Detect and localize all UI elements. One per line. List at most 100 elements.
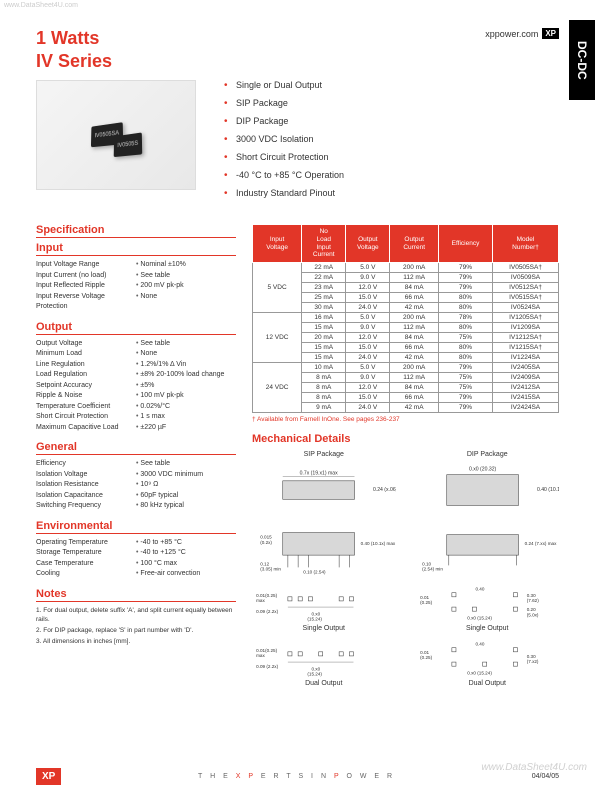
table-cell: 15.0 V	[346, 393, 390, 403]
svg-text:(15.24): (15.24)	[307, 672, 322, 677]
svg-text:(0.2x): (0.2x)	[260, 540, 272, 545]
spec-label: Switching Frequency	[36, 501, 136, 512]
spec-label: Isolation Capacitance	[36, 491, 136, 502]
spec-label: Isolation Resistance	[36, 480, 136, 491]
spec-label: Input Reflected Ripple	[36, 281, 136, 292]
spec-value: None	[136, 292, 236, 313]
mech-drawing: 0.01(0.25)0.x0 (15.24)0.30(7.x2)0.40	[416, 640, 560, 678]
spec-label: Isolation Voltage	[36, 470, 136, 481]
spec-label: Input Current (no load)	[36, 271, 136, 282]
spec-title: Specification	[36, 224, 236, 238]
table-cell: IV0512SA†	[493, 283, 559, 293]
spec-label: Output Voltage	[36, 339, 136, 350]
table-cell: 79%	[438, 263, 492, 273]
input-title: Input	[36, 242, 236, 256]
table-cell: 12.0 V	[346, 333, 390, 343]
product-image: IV0505SA IV0505S	[36, 80, 196, 190]
table-cell: 15 mA	[302, 353, 346, 363]
table-cell: 42 mA	[390, 403, 439, 413]
spec-value: ±220 µF	[136, 423, 236, 434]
svg-text:(3.05) min: (3.05) min	[260, 567, 281, 572]
table-cell: 8 mA	[302, 393, 346, 403]
spec-row: Input Current (no load)See table	[36, 271, 236, 282]
spec-row: Isolation Capacitance60pF typical	[36, 491, 236, 502]
table-cell: 112 mA	[390, 273, 439, 283]
table-cell: 8 mA	[302, 373, 346, 383]
spec-value: -40 to +125 °C	[136, 548, 236, 559]
footer-logo: XP	[36, 768, 61, 785]
table-header: OutputVoltage	[346, 225, 390, 263]
table-cell: 84 mA	[390, 383, 439, 393]
table-cell: IV2405SA	[493, 363, 559, 373]
table-cell: 79%	[438, 403, 492, 413]
table-cell: 66 mA	[390, 393, 439, 403]
spec-value: 1.2%/1% Δ Vin	[136, 360, 236, 371]
table-cell: 84 mA	[390, 283, 439, 293]
top-row: IV0505SA IV0505S Single or Dual Output SI…	[36, 80, 559, 206]
spec-label: Maximum Capacitive Load	[36, 423, 136, 434]
spec-row: Temperature Coefficient0.02%/°C	[36, 402, 236, 413]
spec-row: Ripple & Noise100 mV pk-pk	[36, 391, 236, 402]
spec-label: Storage Temperature	[36, 548, 136, 559]
spec-label: Line Regulation	[36, 360, 136, 371]
side-tab: DC-DC	[569, 20, 595, 100]
note-item: 2. For DIP package, replace 'S' in part …	[36, 626, 236, 635]
table-cell: 79%	[438, 283, 492, 293]
table-cell: 112 mA	[390, 373, 439, 383]
table-row: 24 VDC10 mA5.0 V200 mA79%IV2405SA	[253, 363, 559, 373]
mech-drawing: 0.01(0.25)max0.09 (2.2x)0.x0(15.24)	[252, 585, 396, 623]
table-cell: 66 mA	[390, 343, 439, 353]
table-cell: 75%	[438, 333, 492, 343]
spec-label: Ripple & Noise	[36, 391, 136, 402]
svg-text:0.09 (2.2x): 0.09 (2.2x)	[256, 609, 278, 614]
spec-value: None	[136, 349, 236, 360]
notes-list: 1. For dual output, delete suffix 'A', a…	[36, 606, 236, 646]
notes-title: Notes	[36, 588, 236, 602]
table-cell: 15 mA	[302, 343, 346, 353]
spec-row: Input Reverse Voltage ProtectionNone	[36, 292, 236, 313]
table-cell: IV0524SA	[493, 303, 559, 313]
spec-label: Cooling	[36, 569, 136, 580]
spec-label: Efficiency	[36, 459, 136, 470]
spec-label: Short Circuit Protection	[36, 412, 136, 423]
table-cell: 30 mA	[302, 303, 346, 313]
header: 1 Watts IV Series xppower.com XP	[36, 28, 559, 72]
table-cell: 75%	[438, 373, 492, 383]
spec-value: 100 mV pk-pk	[136, 391, 236, 402]
mech-dip-single: 0.01(0.25)0.x0 (15.24)0.30(7.62)0.20(5.0…	[416, 585, 560, 632]
left-column: Specification Input Input Voltage RangeN…	[36, 224, 236, 687]
feature-item: Single or Dual Output	[224, 80, 344, 90]
table-cell: 15 mA	[302, 323, 346, 333]
feature-item: DIP Package	[224, 116, 344, 126]
mechanical-grid: SIP Package 0.7x (19.x1) max0.24 (x.06) …	[252, 451, 559, 687]
table-cell: 200 mA	[390, 313, 439, 323]
table-cell: 200 mA	[390, 363, 439, 373]
mech-drawing: 0.01(0.25)0.x0 (15.24)0.30(7.62)0.20(5.0…	[416, 585, 560, 623]
spec-value: See table	[136, 459, 236, 470]
table-cell: 24.0 V	[346, 303, 390, 313]
spec-value: 200 mV pk-pk	[136, 281, 236, 292]
table-cell: 9.0 V	[346, 373, 390, 383]
mech-drawing: 0.015(0.2x)0.12(3.05) min0.10 (2.54)0.40…	[252, 523, 396, 577]
note-item: 3. All dimensions in inches [mm].	[36, 637, 236, 646]
feature-item: SIP Package	[224, 98, 344, 108]
table-cell: 9 mA	[302, 403, 346, 413]
table-cell: 79%	[438, 363, 492, 373]
spec-row: CoolingFree-air convection	[36, 569, 236, 580]
table-cell-voltage: 24 VDC	[253, 363, 302, 413]
output-title: Output	[36, 321, 236, 335]
svg-text:max: max	[256, 653, 265, 658]
mech-drawing: 0.24 (7.xx) max0.10(2.54) min	[416, 523, 560, 577]
spec-row: Isolation Resistance10⁹ Ω	[36, 480, 236, 491]
table-cell: 80%	[438, 343, 492, 353]
series-title: IV Series	[36, 51, 112, 72]
table-cell: 10 mA	[302, 363, 346, 373]
svg-text:0.40 (10.1x) max: 0.40 (10.1x) max	[536, 487, 559, 493]
table-cell: 5.0 V	[346, 313, 390, 323]
mech-dip-side: 0.24 (7.xx) max0.10(2.54) min	[416, 523, 560, 577]
mech-drawing: 0.x0 (20.32)0.40 (10.1x) max	[416, 461, 560, 515]
table-footnote: † Available from Farnell InOne. See page…	[252, 416, 559, 423]
svg-text:(7.x2): (7.x2)	[526, 659, 538, 664]
spec-value: 100 °C max	[136, 559, 236, 570]
mech-sub-dual: Dual Output	[252, 680, 396, 687]
